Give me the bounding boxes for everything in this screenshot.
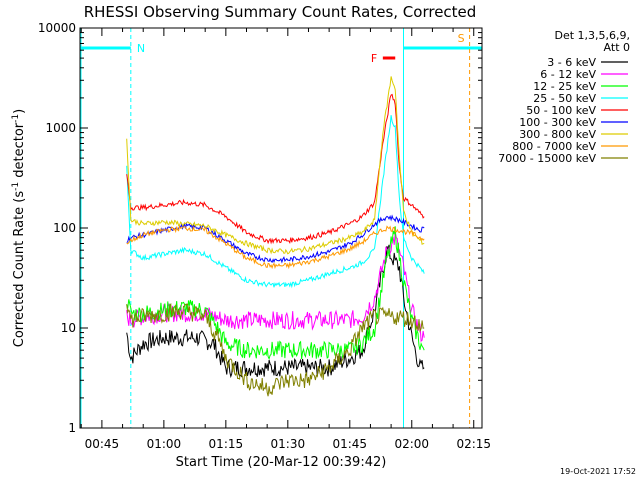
- series-layer: [126, 76, 425, 397]
- x-tick-label: 02:00: [394, 437, 429, 451]
- saa-label: S: [458, 32, 465, 45]
- x-tick-label: 00:45: [85, 437, 120, 451]
- x-tick-label: 01:30: [271, 437, 306, 451]
- legend-label: 7000 - 15000 keV: [498, 152, 596, 165]
- legend-title-line1: Det 1,3,5,6,9,: [554, 29, 630, 42]
- legend-title-line2: Att 0: [604, 41, 630, 54]
- y-tick-label: 1000: [45, 121, 76, 135]
- x-tick-label: 02:15: [456, 437, 491, 451]
- series-line: [126, 244, 425, 379]
- chart-title: RHESSI Observing Summary Count Rates, Co…: [84, 3, 477, 21]
- night-label: N: [137, 42, 145, 55]
- timestamp: 19-Oct-2021 17:52: [560, 467, 636, 476]
- y-axis-label-sup1: -1: [11, 182, 21, 191]
- series-line: [126, 302, 425, 397]
- series-line: [126, 115, 425, 289]
- y-axis-label-sup2: -1: [11, 114, 21, 123]
- y-axis-label-part3: ): [12, 109, 27, 114]
- legend-label: 100 - 300 keV: [519, 116, 596, 129]
- legend-label: 6 - 12 keV: [540, 68, 596, 81]
- legend-label: 3 - 6 keV: [547, 56, 596, 69]
- y-tick-label: 1: [68, 421, 76, 435]
- x-axis: 00:45 01:00 01:15 01:30 01:45 02:00 02:15: [80, 28, 491, 451]
- x-tick-label: 01:00: [147, 437, 182, 451]
- y-tick-label: 10000: [38, 21, 76, 35]
- legend-label: 12 - 25 keV: [533, 80, 596, 93]
- y-tick-label: 10: [61, 321, 76, 335]
- legend-label: 800 - 7000 keV: [512, 140, 596, 153]
- series-line: [126, 93, 425, 245]
- x-axis-label: Start Time (20-Mar-12 00:39:42): [176, 455, 387, 470]
- x-tick-label: 01:15: [209, 437, 244, 451]
- x-tick-label: 01:45: [332, 437, 367, 451]
- y-tick-label: 100: [53, 221, 76, 235]
- y-axis-label: Corrected Count Rate (s-1 detector-1): [11, 109, 27, 347]
- flare-label: F: [371, 52, 377, 65]
- series-line: [126, 232, 425, 343]
- y-axis-label-part2: detector: [12, 122, 27, 182]
- series-line: [126, 76, 425, 255]
- legend-label: 25 - 50 keV: [533, 92, 596, 105]
- series-line: [126, 224, 425, 270]
- y-axis: 1 10 100 1000 10000: [38, 21, 482, 435]
- y-axis-label-part1: Corrected Count Rate (s: [12, 191, 27, 348]
- legend-label: 300 - 800 keV: [519, 128, 596, 141]
- legend-label: 50 - 100 keV: [526, 104, 596, 117]
